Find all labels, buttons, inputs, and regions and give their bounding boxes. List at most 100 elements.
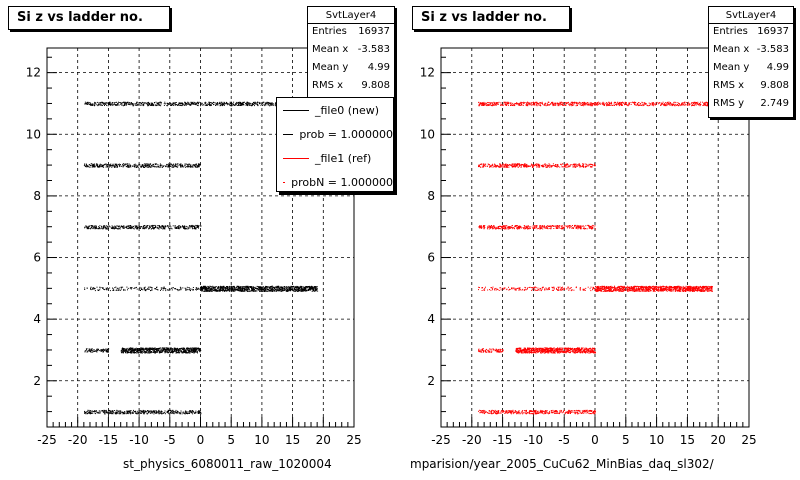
data-point	[225, 101, 227, 103]
data-point	[653, 105, 655, 107]
data-point	[257, 101, 259, 103]
data-point	[90, 287, 92, 289]
data-point	[192, 289, 194, 291]
data-point	[164, 347, 166, 349]
data-point	[303, 288, 305, 290]
data-point	[678, 103, 680, 104]
data-point	[266, 290, 268, 292]
data-point	[244, 288, 246, 290]
data-point	[571, 101, 573, 103]
data-point	[170, 227, 172, 229]
data-point	[175, 102, 176, 104]
data-point	[163, 348, 165, 350]
data-point	[168, 163, 170, 165]
data-point	[150, 348, 151, 350]
data-point	[263, 289, 265, 291]
data-point	[617, 101, 619, 103]
data-point	[117, 410, 119, 412]
data-point	[192, 351, 194, 353]
data-point	[197, 287, 199, 289]
data-point	[142, 102, 144, 104]
data-point	[97, 289, 99, 291]
data-point	[284, 287, 285, 289]
data-point	[314, 289, 316, 291]
data-point	[170, 347, 172, 349]
data-point	[662, 103, 664, 105]
data-point	[139, 102, 141, 103]
data-point	[254, 286, 256, 288]
legend-item: prob = 1.000000	[277, 122, 393, 146]
data-point	[188, 165, 190, 167]
data-point	[151, 289, 153, 291]
data-point	[141, 165, 143, 167]
data-point	[203, 286, 205, 288]
data-segment	[84, 286, 202, 292]
data-point	[163, 287, 165, 289]
data-point	[297, 290, 298, 292]
data-point	[184, 412, 186, 414]
data-point	[590, 105, 592, 106]
data-point	[166, 411, 168, 413]
data-point	[198, 288, 199, 290]
data-point	[94, 165, 95, 167]
data-point	[706, 102, 708, 104]
data-point	[92, 165, 94, 166]
data-point	[134, 104, 136, 106]
data-point	[150, 225, 152, 227]
data-point	[195, 412, 197, 414]
data-point	[156, 348, 158, 350]
data-point	[688, 104, 690, 105]
data-point	[188, 348, 190, 350]
data-point	[176, 227, 178, 228]
data-point	[174, 350, 176, 352]
data-point	[216, 103, 218, 105]
data-point	[545, 104, 547, 106]
data-point	[128, 352, 129, 353]
data-point	[181, 347, 183, 349]
data-point	[88, 225, 90, 227]
data-point	[591, 103, 593, 105]
data-point	[173, 103, 175, 105]
data-point	[122, 226, 124, 228]
data-point	[160, 105, 162, 107]
data-point	[108, 348, 110, 350]
data-point	[168, 349, 170, 351]
data-point	[109, 164, 110, 166]
data-point	[195, 347, 197, 349]
data-point	[184, 413, 186, 415]
data-point	[163, 227, 164, 229]
data-point	[239, 286, 241, 288]
data-point	[94, 410, 96, 411]
data-point	[105, 409, 107, 411]
data-point	[247, 105, 249, 107]
data-point	[188, 288, 190, 290]
data-point	[495, 103, 497, 105]
data-point	[203, 104, 205, 106]
data-point	[96, 349, 98, 351]
data-point	[98, 226, 100, 228]
data-point	[258, 286, 260, 288]
data-point	[276, 287, 278, 289]
data-point	[174, 163, 176, 165]
data-point	[269, 290, 271, 292]
data-point	[125, 350, 127, 352]
data-point	[478, 105, 480, 107]
data-point	[179, 413, 181, 414]
data-point	[86, 226, 88, 228]
data-point	[169, 348, 171, 350]
data-point	[212, 286, 214, 288]
data-point	[106, 165, 108, 167]
data-point	[133, 351, 135, 353]
data-point	[688, 101, 690, 103]
data-point	[149, 164, 151, 165]
data-point	[124, 102, 126, 104]
data-point	[150, 102, 152, 104]
data-point	[143, 349, 145, 351]
data-point	[186, 411, 188, 413]
data-point	[135, 226, 137, 228]
data-point	[90, 104, 92, 106]
data-point	[264, 290, 266, 292]
data-point	[112, 287, 113, 289]
data-point	[264, 105, 266, 107]
data-point	[97, 105, 99, 107]
